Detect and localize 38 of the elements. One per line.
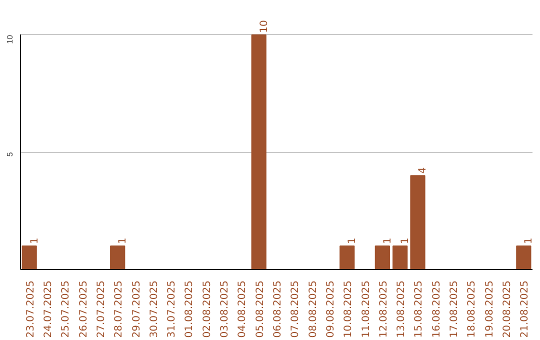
x-tick-label: 13.08.2025 (396, 280, 408, 338)
data-label: 4 (418, 167, 429, 174)
x-tick-label: 19.08.2025 (484, 280, 496, 338)
x-tick-label: 04.08.2025 (237, 280, 248, 338)
x-tick-label: 08.08.2025 (308, 280, 319, 338)
x-tick-label: 06.08.2025 (272, 280, 284, 338)
x-tick-label: 07.08.2025 (290, 280, 302, 338)
data-label: 1 (400, 238, 412, 244)
x-tick-label: 25.07.2025 (60, 280, 72, 338)
data-label: 1 (382, 238, 394, 244)
x-tick-label: 11.08.2025 (360, 280, 372, 338)
data-label: 1 (524, 238, 535, 244)
x-tick-label: 12.08.2025 (378, 280, 390, 338)
x-tick-label: 10.08.2025 (343, 280, 354, 338)
x-tick-label: 30.07.2025 (148, 280, 160, 338)
x-tick-label: 29.07.2025 (131, 280, 142, 338)
data-label: 1 (29, 238, 40, 244)
y-tick-label: 5 (6, 152, 14, 157)
x-tick-label: 05.08.2025 (254, 280, 266, 338)
x-tick-label: 23.07.2025 (25, 280, 36, 338)
x-tick-label: 16.08.2025 (431, 280, 442, 338)
x-tick-label: 18.08.2025 (466, 280, 478, 338)
x-tick-label: 17.08.2025 (449, 280, 460, 338)
x-tick-label: 02.08.2025 (202, 280, 213, 338)
x-tick-label: 26.07.2025 (78, 280, 90, 338)
data-label: 10 (258, 20, 270, 33)
x-tick-label: 31.07.2025 (166, 280, 178, 338)
x-tick-label: 01.08.2025 (184, 280, 196, 338)
data-label: 1 (118, 238, 129, 244)
x-tick-label: 20.08.2025 (502, 280, 514, 338)
x-tick-label: 15.08.2025 (414, 280, 425, 338)
x-tick-label: 21.08.2025 (520, 280, 531, 338)
x-tick-label: 24.07.2025 (42, 280, 54, 338)
x-tick-label: 27.07.2025 (96, 280, 107, 338)
x-tick-label: 09.08.2025 (325, 280, 336, 338)
data-label: 1 (347, 238, 358, 244)
x-tick-label: 28.07.2025 (114, 280, 125, 338)
x-tick-label: 03.08.2025 (220, 280, 231, 338)
